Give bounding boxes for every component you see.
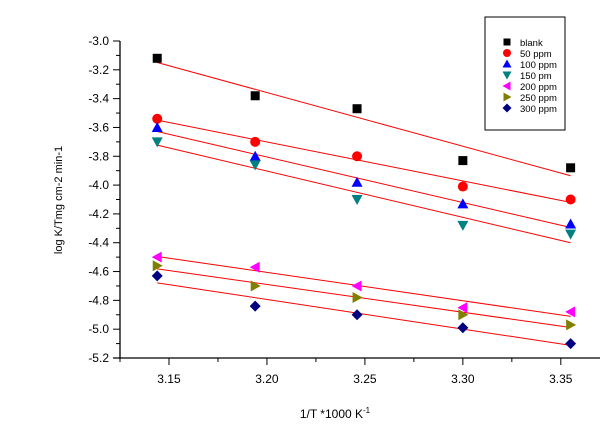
x-tick-label: 3.15 xyxy=(157,372,181,386)
data-point xyxy=(458,309,469,321)
data-point xyxy=(352,104,362,114)
x-axis-label: 1/T *1000 K-1 xyxy=(300,406,371,421)
legend-label: blank xyxy=(520,38,543,49)
data-point xyxy=(458,156,468,166)
legend-marker xyxy=(502,71,512,80)
data-point xyxy=(565,194,576,205)
data-point xyxy=(151,137,163,148)
data-point xyxy=(352,291,363,303)
x-tick-label: 3.35 xyxy=(549,372,573,386)
data-point xyxy=(351,309,363,321)
data-point xyxy=(457,198,469,209)
data-point xyxy=(351,280,362,292)
data-point xyxy=(249,300,261,312)
y-tick-label: -4.2 xyxy=(88,207,109,221)
data-point xyxy=(457,322,469,334)
data-point xyxy=(152,260,163,272)
y-tick-label: -3.0 xyxy=(88,34,109,48)
data-point xyxy=(152,113,163,124)
fit-line xyxy=(157,144,571,244)
data-points xyxy=(151,53,577,350)
data-point xyxy=(457,220,469,231)
data-point xyxy=(351,176,363,187)
data-point xyxy=(250,136,261,147)
data-point xyxy=(457,181,468,192)
legend-label: 150 pm xyxy=(520,71,552,82)
data-point xyxy=(565,306,576,318)
data-point xyxy=(351,195,363,205)
x-tick-label: 3.30 xyxy=(451,372,475,386)
fit-line xyxy=(157,131,571,229)
legend-label: 50 ppm xyxy=(520,49,552,60)
y-tick-label: -5.2 xyxy=(88,351,109,365)
y-tick-label: -4.4 xyxy=(88,236,109,250)
legend-label: 100 ppm xyxy=(520,60,557,71)
fit-line xyxy=(157,268,571,329)
fit-line xyxy=(157,62,571,177)
y-tick-label: -3.2 xyxy=(88,63,109,77)
y-tick-label: -3.6 xyxy=(88,120,109,134)
data-point xyxy=(151,121,163,132)
data-point xyxy=(152,53,162,63)
legend-box xyxy=(484,16,566,131)
fit-line xyxy=(157,119,571,203)
y-tick-label: -3.4 xyxy=(88,92,109,106)
fit-lines xyxy=(157,62,571,346)
x-tick-label: 3.20 xyxy=(255,372,279,386)
data-point xyxy=(352,151,363,162)
data-point xyxy=(249,261,260,273)
legend-marker xyxy=(502,59,512,68)
y-tick-label: -4.6 xyxy=(88,265,109,279)
legend-label: 200 ppm xyxy=(520,82,557,93)
data-point xyxy=(249,160,261,171)
y-tick-label: -5.0 xyxy=(88,322,109,336)
fit-line xyxy=(157,282,571,346)
legend-label: 250 ppm xyxy=(520,93,557,104)
data-point xyxy=(457,302,468,314)
legend-label: 300 ppm xyxy=(520,104,557,115)
legend-marker xyxy=(502,103,512,113)
y-tick-label: -4.8 xyxy=(88,293,109,307)
data-point xyxy=(566,163,576,173)
data-point xyxy=(565,338,577,350)
fit-line xyxy=(157,256,571,317)
legend-marker xyxy=(503,38,511,46)
data-point xyxy=(249,150,261,161)
y-axis-label: log K/Tmg cm-2 min-1 xyxy=(53,146,65,254)
data-point xyxy=(250,91,260,101)
legend-marker xyxy=(503,49,511,57)
legend-marker xyxy=(502,81,511,91)
y-tick-label: -4.0 xyxy=(88,178,109,192)
x-tick-label: 3.25 xyxy=(353,372,377,386)
data-point xyxy=(151,270,163,282)
data-point xyxy=(151,251,162,263)
data-point xyxy=(565,229,577,240)
data-point xyxy=(566,319,577,331)
y-tick-label: -3.8 xyxy=(88,149,109,163)
legend-marker xyxy=(503,92,512,102)
axes: -3.0 -3.2 -3.4 -3.6 -3.8 -4.0 -4.2 -4.4 -4.6 -4.8… xyxy=(88,34,600,386)
data-point xyxy=(565,218,577,229)
data-point xyxy=(250,280,261,292)
